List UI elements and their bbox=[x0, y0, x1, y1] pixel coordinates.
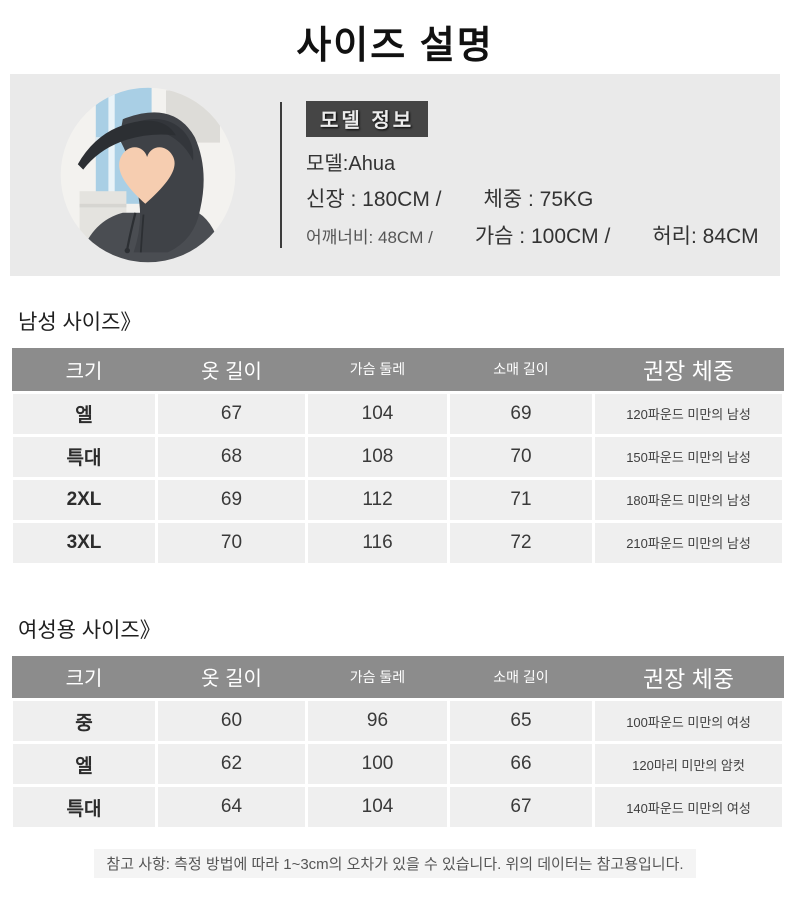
model-waist: 허리: 84CM bbox=[652, 224, 759, 248]
table-row: 3XL 70 116 72 210파운드 미만의 남성 bbox=[10, 519, 785, 566]
men-size-table: 크기 옷 길이 가슴 둘레 소매 길이 권장 체중 엘 67 104 69 120파운드 미만의… bbox=[10, 348, 785, 566]
table-cell: 180파운드 미만의 남성 bbox=[592, 476, 785, 523]
footer-note: 참고 사항: 측정 방법에 따라 1~3cm의 오차가 있을 수 있습니다. 위… bbox=[94, 849, 696, 878]
table-cell: 150파운드 미만의 남성 bbox=[592, 433, 785, 480]
table-cell: 72 bbox=[447, 519, 595, 566]
model-weight: 체중 : 75KG bbox=[483, 187, 594, 211]
table-cell: 210파운드 미만의 남성 bbox=[592, 519, 785, 566]
table-cell: 70 bbox=[447, 433, 595, 480]
heart-face-icon bbox=[119, 147, 175, 204]
model-shoulder: 어깨너비: 48CM / bbox=[306, 227, 433, 247]
column-header: 가슴 둘레 bbox=[306, 655, 449, 700]
table-cell: 70 bbox=[155, 519, 308, 566]
page-title: 사이즈 설명 bbox=[296, 25, 494, 67]
table-cell: 100파운드 미만의 여성 bbox=[592, 698, 785, 744]
model-info-badge: 모델 정보 bbox=[306, 100, 429, 137]
table-cell: 66 bbox=[447, 741, 595, 787]
vertical-divider bbox=[280, 102, 282, 248]
table-cell: 104 bbox=[305, 784, 450, 830]
table-cell: 67 bbox=[447, 784, 595, 830]
model-height: 신장 : 180CM / bbox=[306, 187, 442, 211]
table-cell: 중 bbox=[10, 698, 158, 744]
table-cell: 2XL bbox=[10, 476, 158, 523]
table-cell: 120마리 미만의 암컷 bbox=[592, 741, 785, 787]
table-cell: 엘 bbox=[10, 741, 158, 787]
table-cell: 120파운드 미만의 남성 bbox=[592, 390, 785, 437]
table-cell: 특대 bbox=[10, 433, 158, 480]
table-row: 중 60 96 65 100파운드 미만의 여성 bbox=[10, 698, 785, 744]
column-header: 옷 길이 bbox=[156, 348, 307, 392]
table-cell: 108 bbox=[305, 433, 450, 480]
model-chest: 가슴 : 100CM / bbox=[474, 224, 611, 248]
table-cell: 60 bbox=[155, 698, 308, 744]
table-cell: 116 bbox=[305, 519, 450, 566]
table-row: 특대 64 104 67 140파운드 미만의 여성 bbox=[10, 784, 785, 830]
model-measurements-line2: 어깨너비: 48CM / 가슴 : 100CM / 허리: 84CM bbox=[306, 220, 759, 250]
table-header-row: 크기 옷 길이 가슴 둘레 소매 길이 권장 체중 bbox=[11, 348, 784, 392]
men-size-heading: 남성 사이즈》 bbox=[18, 311, 142, 334]
table-cell: 67 bbox=[155, 390, 308, 437]
column-header: 소매 길이 bbox=[448, 348, 594, 392]
table-cell: 특대 bbox=[10, 784, 158, 830]
table-cell: 104 bbox=[305, 390, 450, 437]
column-header: 가슴 둘레 bbox=[306, 348, 449, 392]
table-cell: 112 bbox=[305, 476, 450, 523]
column-header: 권장 체중 bbox=[593, 348, 784, 392]
table-row: 특대 68 108 70 150파운드 미만의 남성 bbox=[10, 433, 785, 480]
model-photo bbox=[58, 85, 238, 265]
women-size-heading: 여성용 사이즈》 bbox=[18, 618, 161, 642]
women-size-table: 크기 옷 길이 가슴 둘레 소매 길이 권장 체중 중 60 96 65 100파운드 미만의 … bbox=[10, 655, 785, 830]
table-row: 엘 67 104 69 120파운드 미만의 남성 bbox=[10, 390, 785, 437]
column-header: 권장 체중 bbox=[593, 655, 784, 700]
table-cell: 71 bbox=[447, 476, 595, 523]
table-cell: 100 bbox=[305, 741, 450, 787]
table-cell: 96 bbox=[305, 698, 450, 744]
table-row: 2XL 69 112 71 180파운드 미만의 남성 bbox=[10, 476, 785, 523]
table-cell: 69 bbox=[155, 476, 308, 523]
model-name: 모델:Ahua bbox=[306, 152, 396, 175]
table-header-row: 크기 옷 길이 가슴 둘레 소매 길이 권장 체중 bbox=[11, 655, 784, 700]
footer: 참고 사항: 측정 방법에 따라 1~3cm의 오차가 있을 수 있습니다. 위… bbox=[0, 849, 790, 878]
column-header: 크기 bbox=[11, 348, 157, 392]
table-cell: 140파운드 미만의 여성 bbox=[592, 784, 785, 830]
table-cell: 엘 bbox=[10, 390, 158, 437]
table-cell: 69 bbox=[447, 390, 595, 437]
table-row: 엘 62 100 66 120마리 미만의 암컷 bbox=[10, 741, 785, 787]
table-cell: 62 bbox=[155, 741, 308, 787]
hooded-model-photo-icon bbox=[60, 87, 236, 263]
table-cell: 64 bbox=[155, 784, 308, 830]
model-info-block: 모델 정보 모델:Ahua 신장 : 180CM / 체중 : 75KG 어깨너… bbox=[306, 100, 759, 250]
column-header: 크기 bbox=[11, 655, 157, 700]
table-cell: 3XL bbox=[10, 519, 158, 566]
model-info-banner: 모델 정보 모델:Ahua 신장 : 180CM / 체중 : 75KG 어깨너… bbox=[10, 74, 780, 276]
table-cell: 65 bbox=[447, 698, 595, 744]
column-header: 소매 길이 bbox=[448, 655, 594, 700]
table-cell: 68 bbox=[155, 433, 308, 480]
column-header: 옷 길이 bbox=[156, 655, 307, 700]
model-measurements-line1: 신장 : 180CM / 체중 : 75KG bbox=[306, 183, 759, 213]
